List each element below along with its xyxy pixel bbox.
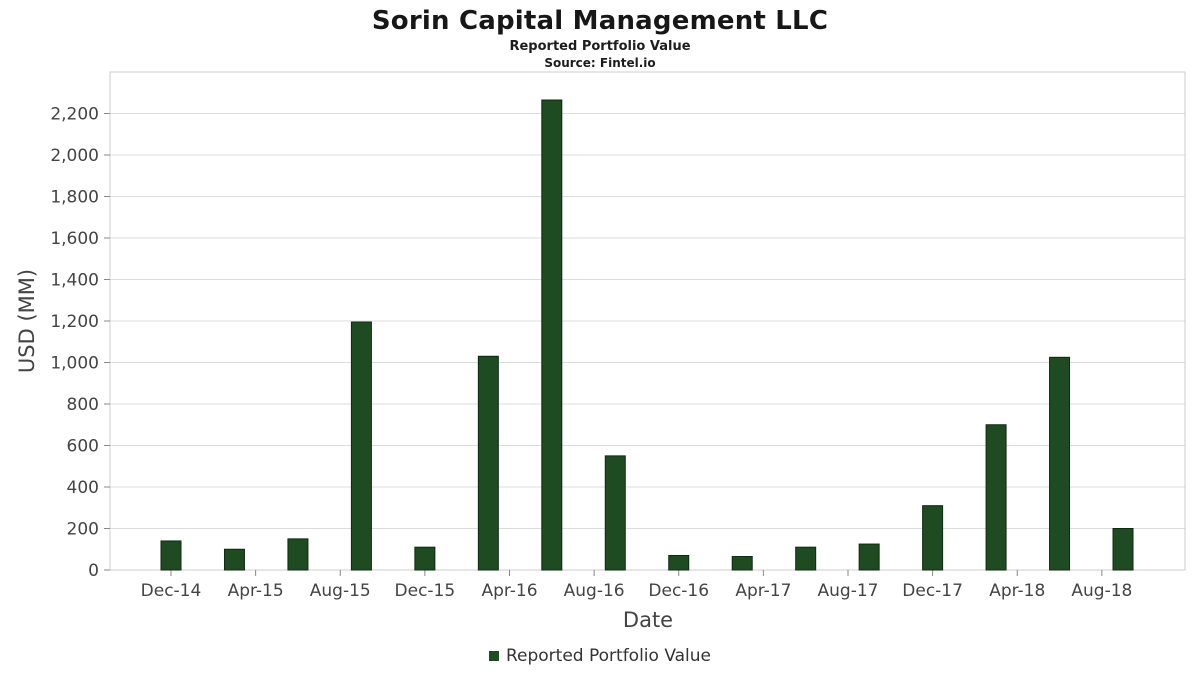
- bar-Mar-15: [223, 548, 245, 571]
- bar-Mar-16: [477, 355, 499, 571]
- bar-Dec-14: [160, 540, 182, 571]
- chart-title: Sorin Capital Management LLC: [371, 6, 829, 36]
- x-tick-label: Aug-17: [818, 581, 879, 601]
- bar-Dec-15: [414, 546, 436, 571]
- y-axis-title: USD (MM): [15, 268, 39, 374]
- legend-label: Reported Portfolio Value: [505, 646, 712, 666]
- x-tick-label: Aug-16: [564, 581, 625, 601]
- chart-source: Source: Fintel.io: [544, 56, 656, 70]
- x-tick-label: Apr-18: [989, 581, 1045, 601]
- bar-Dec-16: [668, 554, 690, 571]
- y-tick-label: 0: [88, 561, 99, 581]
- bar-Jun-15: [287, 538, 309, 571]
- x-tick-label: Apr-16: [481, 581, 537, 601]
- y-tick-label: 200: [67, 520, 99, 540]
- y-tick-label: 1,000: [50, 354, 99, 374]
- bar-Mar-17: [731, 556, 753, 571]
- x-tick-label: Dec-14: [141, 581, 202, 601]
- bar-Jun-16: [541, 99, 563, 571]
- bar-Sep-16: [604, 455, 626, 571]
- bar-Sep-18: [1112, 528, 1134, 571]
- y-tick-label: 1,400: [50, 271, 99, 291]
- y-tick-label: 400: [67, 478, 99, 498]
- y-tick-label: 1,600: [50, 229, 99, 249]
- bar-Jun-17: [795, 546, 817, 571]
- y-tick-label: 600: [67, 437, 99, 457]
- legend-swatch: [488, 651, 499, 661]
- x-tick-label: Dec-17: [902, 581, 963, 601]
- y-tick-label: 2,200: [50, 105, 99, 125]
- x-axis-title: Date: [622, 608, 674, 632]
- y-tick-label: 1,800: [50, 188, 99, 208]
- x-tick-label: Apr-15: [228, 581, 284, 601]
- bar-Sep-15: [350, 321, 372, 571]
- x-tick-label: Aug-15: [310, 581, 371, 601]
- legend: Reported Portfolio Value: [488, 646, 712, 666]
- y-tick-label: 800: [67, 395, 99, 415]
- bar-Mar-18: [985, 424, 1007, 571]
- x-tick-label: Dec-16: [648, 581, 709, 601]
- x-tick-label: Dec-15: [395, 581, 456, 601]
- bar-Sep-17: [858, 543, 880, 571]
- bar-Dec-17: [922, 505, 944, 571]
- y-tick-label: 2,000: [50, 146, 99, 166]
- x-tick-label: Aug-18: [1071, 581, 1132, 601]
- chart-header: Sorin Capital Management LLC Reported Po…: [0, 6, 1200, 70]
- chart-subtitle: Reported Portfolio Value: [509, 39, 691, 54]
- y-tick-label: 1,200: [50, 312, 99, 332]
- bar-Jun-18: [1049, 356, 1071, 571]
- x-tick-label: Apr-17: [735, 581, 791, 601]
